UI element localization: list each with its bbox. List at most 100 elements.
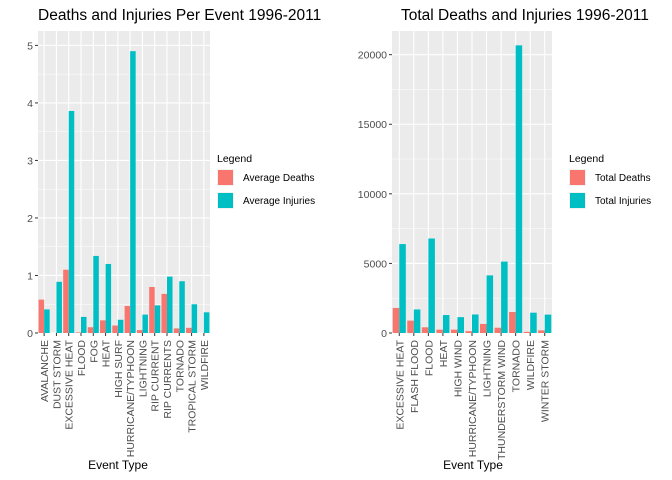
x-tick-label: DUST STORM: [51, 340, 63, 409]
x-tick-label: WILDFIRE: [525, 340, 537, 390]
x-tick-label: FOG: [88, 340, 100, 363]
bar-average-injuries: [105, 263, 112, 333]
legend-label: Total Deaths: [595, 173, 651, 184]
x-tick-label: HURRICANE/TYPHOON: [125, 340, 137, 457]
bar-total-deaths: [538, 330, 545, 333]
x-tick-label: RIP CURRENTS: [162, 340, 174, 419]
bar-total-deaths: [465, 331, 472, 333]
bar-total-injuries: [530, 312, 537, 333]
bar-average-deaths: [149, 286, 155, 333]
legend-swatch: [218, 193, 233, 208]
y-tick-label: 5000: [364, 258, 388, 270]
y-tick-label: 0: [381, 328, 387, 340]
chart-per-event: Deaths and Injuries Per Event 1996-2011 …: [27, 7, 321, 472]
y-tick-label: 1: [27, 270, 33, 282]
bar-average-deaths: [63, 269, 69, 333]
bar-total-deaths: [407, 320, 414, 333]
legend-title: Legend: [569, 153, 604, 165]
bar-average-injuries: [117, 319, 124, 333]
bar-average-deaths: [75, 332, 81, 333]
y-tick-label: 10000: [358, 189, 387, 201]
bar-total-deaths: [523, 331, 531, 333]
bar-total-deaths: [480, 323, 487, 333]
x-tick-label: AVALANCHE: [39, 340, 51, 402]
y-tick-label: 5: [27, 40, 33, 52]
x-tick-label: HIGH WIND: [452, 340, 464, 398]
x-tick-label: HEAT: [101, 339, 113, 367]
bar-average-deaths: [136, 330, 143, 333]
bar-total-injuries: [442, 315, 450, 333]
x-tick-label: WINTER STORM: [540, 340, 552, 422]
bar-total-injuries: [472, 314, 479, 333]
y-tick-label: 4: [27, 98, 33, 110]
legend-label: Total Injuries: [595, 196, 651, 207]
y-tick-label: 3: [27, 155, 33, 167]
chart-title: Deaths and Injuries Per Event 1996-2011: [38, 7, 321, 24]
bar-average-injuries: [93, 255, 99, 333]
x-tick-label: WILDFIRE: [199, 340, 211, 390]
bar-total-deaths: [436, 329, 443, 333]
bar-average-injuries: [68, 110, 75, 333]
bar-average-deaths: [124, 305, 131, 333]
bar-average-deaths: [100, 320, 106, 333]
bar-total-deaths: [392, 307, 400, 333]
chart-title: Total Deaths and Injuries 1996-2011: [401, 7, 649, 24]
bar-average-injuries: [179, 281, 185, 333]
x-tick-label: THUNDERSTORM WIND: [496, 340, 508, 460]
bar-average-deaths: [161, 293, 167, 333]
bar-total-injuries: [486, 275, 494, 333]
x-tick-label: FLOOD: [423, 340, 435, 377]
y-tick-label: 2: [27, 213, 33, 225]
bar-average-deaths: [173, 328, 180, 333]
bar-average-deaths: [38, 299, 45, 333]
legend-label: Average Deaths: [243, 173, 315, 184]
bar-total-injuries: [544, 314, 552, 333]
bar-total-injuries: [457, 317, 464, 333]
bar-average-injuries: [191, 304, 198, 333]
x-tick-label: TORNADO: [174, 340, 186, 392]
x-tick-label: FLASH FLOOD: [409, 340, 421, 413]
bar-average-injuries: [81, 316, 87, 333]
bar-total-deaths: [509, 311, 516, 333]
bar-average-deaths: [87, 327, 94, 333]
x-tick-label: RIP CURRENT: [150, 339, 162, 411]
bar-total-deaths: [494, 327, 502, 333]
x-tick-label: TORNADO: [511, 340, 523, 392]
bar-total-deaths: [421, 327, 429, 333]
x-tick-label: FLOOD: [76, 340, 88, 377]
bar-average-injuries: [167, 276, 173, 333]
y-tick-label: 15000: [358, 119, 387, 131]
legend-swatch: [570, 193, 585, 208]
bar-average-deaths: [186, 327, 192, 333]
legend-swatch: [570, 170, 585, 185]
x-axis-title: Event Type: [88, 458, 148, 472]
chart-totals: Total Deaths and Injuries 1996-2011 0 500…: [358, 7, 651, 472]
bar-total-injuries: [501, 261, 508, 333]
x-tick-label: HIGH SURF: [113, 340, 125, 398]
bar-average-deaths: [112, 325, 118, 333]
x-tick-label: EXCESSIVE HEAT: [394, 339, 406, 429]
bar-average-injuries: [142, 314, 148, 333]
legend-label: Average Injuries: [243, 196, 315, 207]
bar-average-injuries: [203, 312, 210, 333]
legend-title: Legend: [217, 153, 252, 165]
bar-total-injuries: [515, 45, 523, 333]
bar-average-injuries: [154, 305, 161, 333]
x-tick-label: EXCESSIVE HEAT: [64, 339, 76, 429]
bar-average-injuries: [44, 309, 50, 333]
x-tick-label: LIGHTNING: [482, 340, 494, 397]
x-tick-label: HEAT: [438, 339, 450, 367]
x-tick-label: TROPICAL STORM: [187, 340, 199, 433]
bar-total-injuries: [413, 309, 421, 333]
bar-total-injuries: [399, 244, 406, 333]
x-tick-label: HURRICANE/TYPHOON: [467, 340, 479, 457]
bar-average-injuries: [130, 51, 136, 334]
y-tick-label: 0: [27, 328, 33, 340]
x-tick-label: LIGHTNING: [137, 340, 149, 397]
bar-total-injuries: [428, 238, 435, 333]
bar-average-injuries: [56, 281, 62, 333]
y-tick-label: 20000: [358, 50, 387, 62]
legend-swatch: [218, 170, 233, 185]
x-axis-title: Event Type: [443, 458, 503, 472]
